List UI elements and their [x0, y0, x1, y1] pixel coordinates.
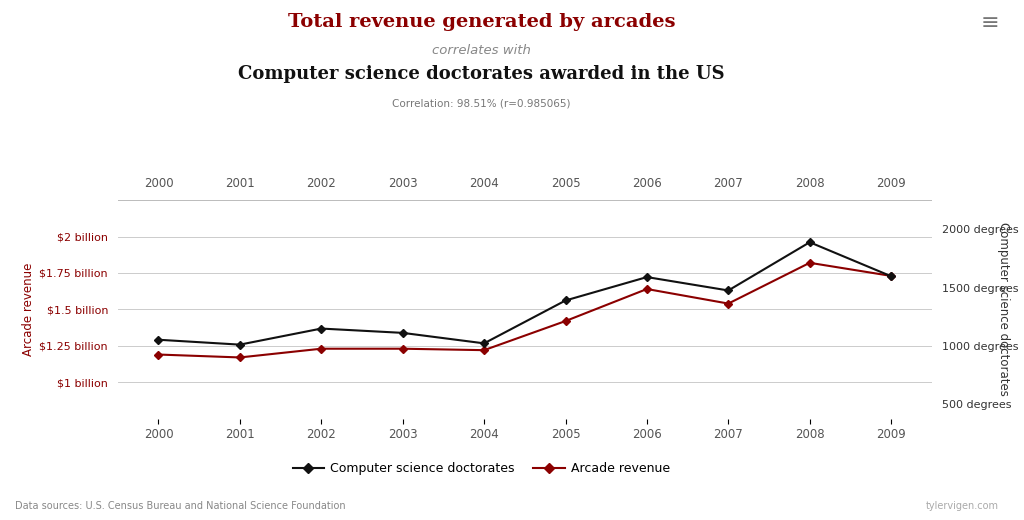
Text: Data sources: U.S. Census Bureau and National Science Foundation: Data sources: U.S. Census Bureau and Nat…: [15, 501, 346, 511]
Text: Arcade revenue: Arcade revenue: [23, 263, 35, 356]
Text: Computer science doctorates: Computer science doctorates: [997, 223, 1010, 396]
Text: ≡: ≡: [981, 14, 999, 33]
Text: tylervigen.com: tylervigen.com: [926, 501, 998, 511]
Text: correlates with: correlates with: [432, 44, 530, 57]
Legend: Computer science doctorates, Arcade revenue: Computer science doctorates, Arcade reve…: [288, 457, 675, 480]
Text: Total revenue generated by arcades: Total revenue generated by arcades: [288, 13, 675, 31]
Text: Computer science doctorates awarded in the US: Computer science doctorates awarded in t…: [238, 65, 725, 83]
Text: Correlation: 98.51% (r=0.985065): Correlation: 98.51% (r=0.985065): [392, 99, 570, 109]
